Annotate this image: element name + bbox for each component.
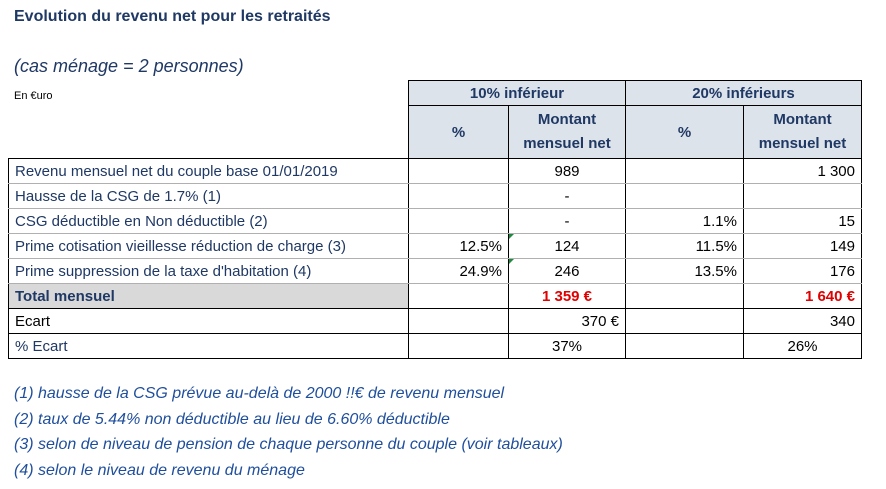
col-pct-1: %	[408, 105, 509, 159]
page-title: Evolution du revenu net pour les retrait…	[14, 8, 331, 25]
table-row: Revenu mensuel net du couple base 01/01/…	[8, 158, 862, 184]
footnotes: (1) hausse de la CSG prévue au-delà de 2…	[14, 381, 563, 483]
footnote: (3) selon de niveau de pension de chaque…	[14, 436, 563, 453]
cell-amount-1: -	[508, 183, 626, 209]
cell-pct-1: 24.9%	[408, 258, 509, 284]
pct-ecart-label: % Ecart	[8, 333, 409, 359]
table-corner	[9, 81, 409, 106]
total-pct-2	[625, 283, 744, 309]
total-amount-2: 1 640 €	[743, 283, 862, 309]
pct-ecart-pct-1	[408, 333, 509, 359]
total-amount-1: 1 359 €	[508, 283, 626, 309]
cell-pct-1: 12.5%	[408, 233, 509, 259]
col-amount-2-line2: mensuel net	[758, 135, 847, 152]
cell-pct-2: 13.5%	[625, 258, 744, 284]
total-pct-1	[408, 283, 509, 309]
pct-ecart-amount-2: 26%	[743, 333, 862, 359]
pct-ecart-amount-1: 37%	[508, 333, 626, 359]
col-amount-2-line1: Montant	[773, 111, 832, 128]
col-amount-1-line2: mensuel net	[523, 135, 611, 152]
cell-pct-2	[625, 158, 744, 184]
row-label: CSG déductible en Non déductible (2)	[8, 208, 409, 234]
cell-pct-2: 11.5%	[625, 233, 744, 259]
pct-ecart-row: % Ecart 37% 26%	[8, 333, 862, 359]
ecart-row: Ecart 370 € 340	[8, 308, 862, 334]
subtitle: (cas ménage = 2 personnes)	[14, 56, 244, 76]
cell-amount-2: 1 300	[743, 158, 862, 184]
ecart-amount-1: 370 €	[508, 308, 626, 334]
cell-pct-2	[625, 183, 744, 209]
ecart-amount-2: 340	[743, 308, 862, 334]
col-pct-2: %	[625, 105, 744, 159]
cell-amount-2	[743, 183, 862, 209]
table-row: Prime suppression de la taxe d'habitatio…	[8, 258, 862, 284]
cell-amount-2: 176	[743, 258, 862, 284]
revenue-table: 10% inférieur 20% inférieurs % Montant m…	[8, 80, 862, 359]
cell-amount-2: 149	[743, 233, 862, 259]
table-row: CSG déductible en Non déductible (2) - 1…	[8, 208, 862, 234]
group-header-20: 20% inférieurs	[625, 80, 862, 106]
table-row: Hausse de la CSG de 1.7% (1) -	[8, 183, 862, 209]
row-label: Revenu mensuel net du couple base 01/01/…	[8, 158, 409, 184]
row-label: Hausse de la CSG de 1.7% (1)	[8, 183, 409, 209]
total-label: Total mensuel	[8, 283, 409, 309]
cell-amount-1: 124	[508, 233, 626, 259]
footnote: (2) taux de 5.44% non déductible au lieu…	[14, 410, 450, 428]
table-corner-lower	[8, 105, 409, 159]
pct-ecart-pct-2	[625, 333, 744, 359]
cell-amount-1: -	[508, 208, 626, 234]
ecart-pct-1	[408, 308, 509, 334]
footnote: (1) hausse de la CSG prévue au-delà de 2…	[14, 385, 505, 402]
col-amount-1: Montant mensuel net	[508, 105, 626, 159]
cell-pct-2: 1.1%	[625, 208, 744, 234]
cell-amount-1: 989	[508, 158, 626, 184]
cell-amount-1: 246	[508, 258, 626, 284]
ecart-pct-2	[625, 308, 744, 334]
col-amount-2: Montant mensuel net	[743, 105, 862, 159]
cell-pct-1	[408, 208, 509, 234]
table-row: Prime cotisation vieillesse réduction de…	[8, 233, 862, 259]
unit-label: En €uro	[14, 90, 53, 102]
total-row: Total mensuel 1 359 € 1 640 €	[8, 283, 862, 309]
cell-amount-2: 15	[743, 208, 862, 234]
row-label: Prime suppression de la taxe d'habitatio…	[8, 258, 409, 284]
ecart-label: Ecart	[8, 308, 409, 334]
col-amount-1-line1: Montant	[537, 111, 597, 128]
cell-pct-1	[408, 158, 509, 184]
group-header-10: 10% inférieur	[408, 80, 626, 106]
row-label: Prime cotisation vieillesse réduction de…	[8, 233, 409, 259]
cell-pct-1	[408, 183, 509, 209]
footnote: (4) selon le niveau de revenu du ménage	[14, 461, 305, 479]
